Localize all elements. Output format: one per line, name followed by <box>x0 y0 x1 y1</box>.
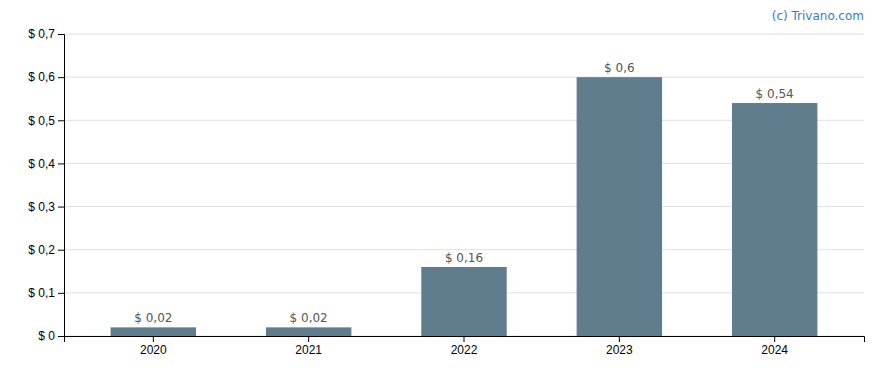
tick-mark <box>58 163 64 164</box>
tick-label: 2023 <box>606 343 633 357</box>
plot: $ 0,02$ 0,02$ 0,16$ 0,6$ 0,5420202021202… <box>28 27 864 356</box>
tick-label: $ 0,4 <box>28 157 55 171</box>
bar <box>577 77 662 336</box>
grid <box>64 34 864 336</box>
data-label: $ 0,54 <box>756 87 794 101</box>
tick: $ 0,4 <box>28 157 64 171</box>
tick-mark <box>153 336 154 342</box>
tick: $ 0 <box>38 329 64 343</box>
tick: $ 0,7 <box>28 27 64 41</box>
tick: 2020 <box>140 336 167 357</box>
tick: $ 0,6 <box>28 70 64 84</box>
tick: 2021 <box>295 336 322 357</box>
tick-label: $ 0,1 <box>28 286 55 300</box>
y-axis: $ 0 $ 0,1 $ 0,2 $ 0,3 $ 0,4 $ 0,5 $ 0,6 $ 0,7 <box>28 27 64 343</box>
tick-label: 2021 <box>295 343 322 357</box>
bars <box>111 77 818 336</box>
bar <box>266 327 351 336</box>
bar <box>111 327 196 336</box>
tick: 2024 <box>761 336 788 357</box>
tick: $ 0,2 <box>28 243 64 257</box>
tick-label: $ 0,2 <box>28 243 55 257</box>
tick-mark <box>58 120 64 121</box>
tick-mark <box>58 77 64 78</box>
data-label: $ 0,02 <box>290 311 328 325</box>
axis-line <box>58 35 65 337</box>
x-axis: 2020 2021 2022 2023 2024 <box>65 336 865 357</box>
tick-mark <box>58 250 64 251</box>
data-label: $ 0,6 <box>604 61 635 75</box>
tick-label: 2020 <box>140 343 167 357</box>
tick-label: $ 0,3 <box>28 200 55 214</box>
data-label: $ 0,16 <box>445 251 483 265</box>
grid-line <box>64 34 864 35</box>
data-labels: $ 0,02 $ 0,02 $ 0,16 $ 0,6 $ 0,54 <box>134 61 794 325</box>
tick-label: 2022 <box>451 343 478 357</box>
tick: $ 0,1 <box>28 286 64 300</box>
tick: 2023 <box>606 336 633 357</box>
tick-mark <box>619 336 620 342</box>
tick: $ 0,5 <box>28 114 64 128</box>
tick-label: $ 0,7 <box>28 27 55 41</box>
axis-line <box>65 337 865 343</box>
bar <box>732 103 817 336</box>
tick-mark <box>464 336 465 342</box>
chart: $ 0,02$ 0,02$ 0,16$ 0,6$ 0,5420202021202… <box>0 0 888 370</box>
tick: 2022 <box>451 336 478 357</box>
tick-mark <box>774 336 775 342</box>
tick-mark <box>58 207 64 208</box>
tick-label: $ 0 <box>38 329 55 343</box>
grid-line <box>64 77 864 78</box>
bar <box>421 267 506 336</box>
tick-mark <box>308 336 309 342</box>
tick-label: 2024 <box>761 343 788 357</box>
tick-mark <box>58 336 64 337</box>
tick-label: $ 0,5 <box>28 114 55 128</box>
tick-label: $ 0,6 <box>28 70 55 84</box>
tick-mark <box>58 293 64 294</box>
data-label: $ 0,02 <box>134 311 172 325</box>
annotation: (c) Trivano.com <box>772 9 864 23</box>
tick: $ 0,3 <box>28 200 64 214</box>
tick-mark <box>58 34 64 35</box>
